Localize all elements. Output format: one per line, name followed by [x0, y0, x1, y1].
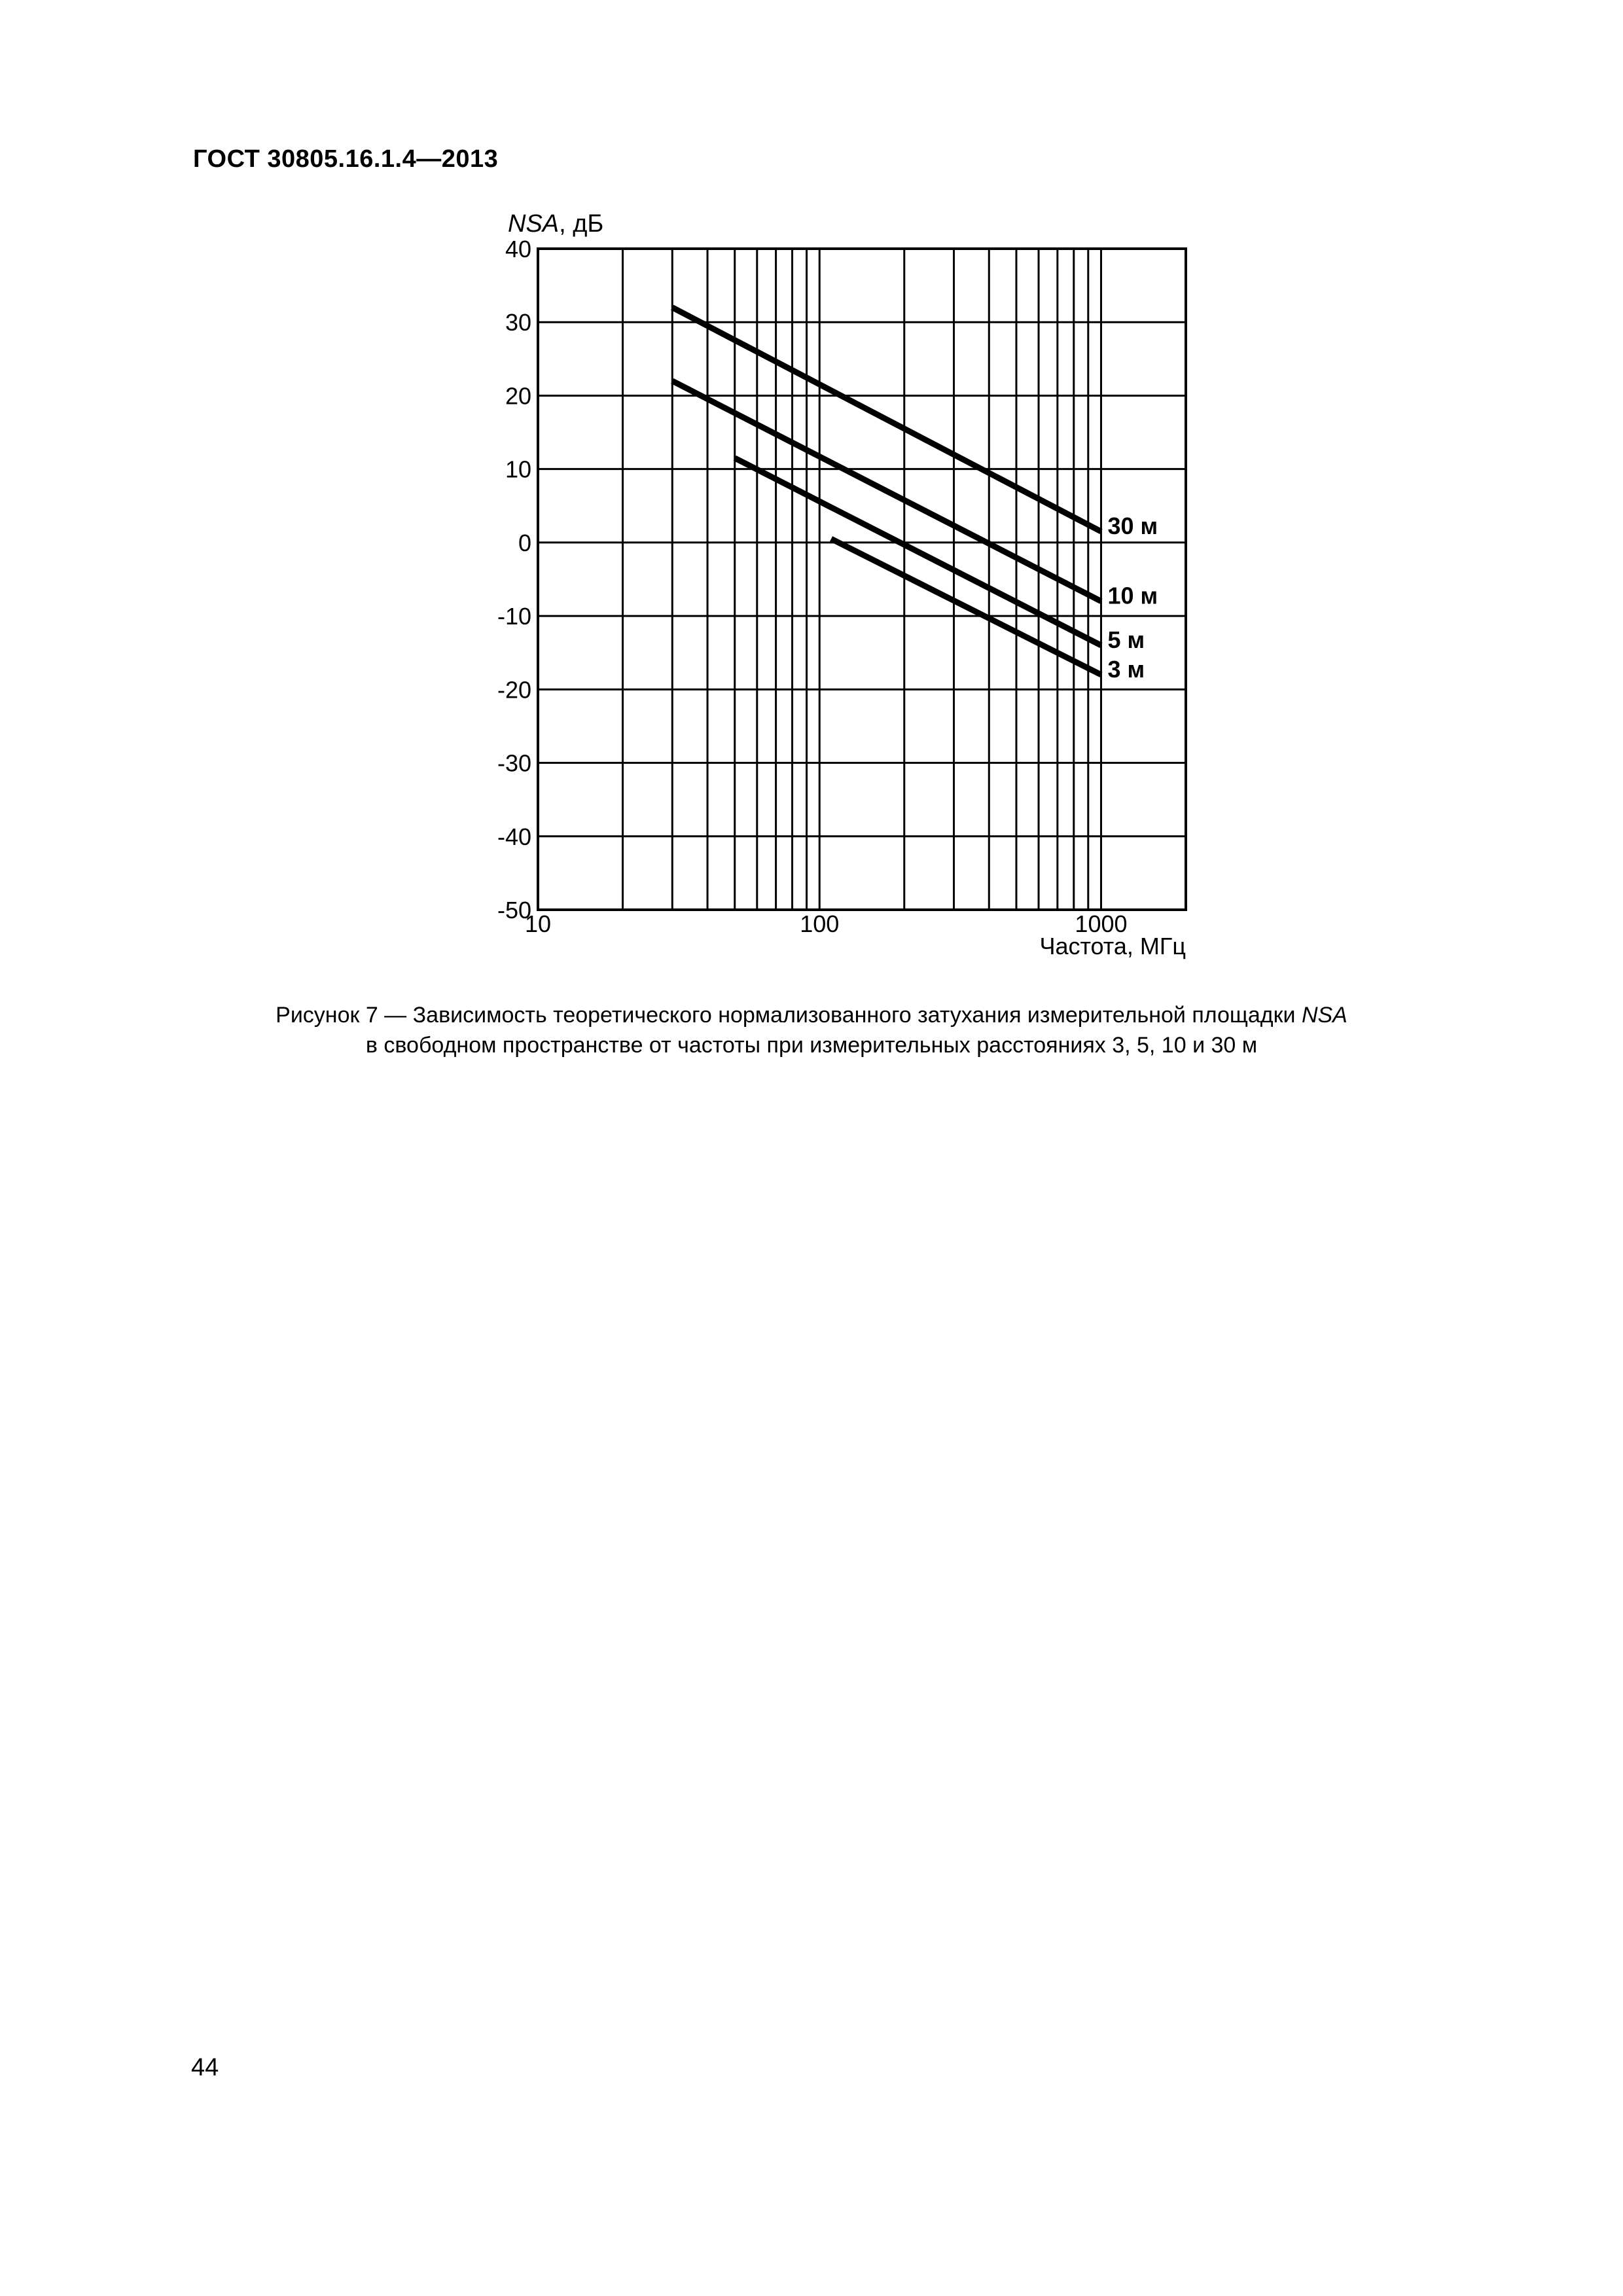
- y-tick-label: 0: [518, 529, 531, 556]
- y-tick-label: -10: [497, 603, 531, 630]
- y-tick-label: 40: [505, 236, 531, 262]
- x-tick-label: 100: [800, 910, 839, 937]
- series-line: [671, 378, 1103, 604]
- series-line: [671, 304, 1103, 535]
- y-tick-label: -30: [497, 750, 531, 777]
- y-tick-label: -50: [497, 897, 531, 924]
- figure-7: 40 30 20 10 0 -10 -20 -30 -40 -50 10 100 1000 NSA, дБ…: [0, 0, 1623, 1060]
- y-tick-label: 20: [505, 382, 531, 409]
- y-tick-label: -40: [497, 823, 531, 850]
- series-label: 10 м: [1107, 583, 1158, 609]
- y-tick-label: 10: [505, 456, 531, 483]
- chart-axes: [537, 247, 1187, 911]
- page-number: 44: [191, 2054, 219, 2081]
- y-axis-label-unit: , дБ: [559, 210, 603, 238]
- series-label: 30 м: [1107, 512, 1158, 539]
- plot-frame: [537, 247, 1187, 911]
- caption-line-2: в свободном пространстве от частоты при …: [365, 1033, 1258, 1058]
- series-line: [830, 536, 1103, 677]
- x-tick-label: 1000: [1075, 910, 1127, 937]
- caption-nsa-italic: NSA: [1301, 1003, 1347, 1028]
- chart-series: [671, 304, 1103, 677]
- series-line: [733, 455, 1103, 649]
- x-tick-label: 10: [525, 910, 551, 937]
- y-axis-label-italic: NSA: [508, 210, 559, 238]
- figure-caption: Рисунок 7 — Зависимость теоретического н…: [196, 1000, 1427, 1060]
- caption-line-1: Рисунок 7 — Зависимость теоретического н…: [196, 1000, 1427, 1030]
- caption-line-1-text: Рисунок 7 — Зависимость теоретического н…: [276, 1003, 1302, 1028]
- document-id: ГОСТ 30805.16.1.4—2013: [193, 145, 499, 173]
- x-axis-label: Частота, МГц: [1039, 933, 1186, 960]
- chart-grid: [538, 249, 1186, 910]
- series-label: 3 м: [1107, 656, 1145, 683]
- y-tick-label: 30: [505, 309, 531, 336]
- y-tick-label: -20: [497, 676, 531, 703]
- y-axis-label: NSA, дБ: [508, 210, 603, 238]
- series-label: 5 м: [1107, 626, 1145, 653]
